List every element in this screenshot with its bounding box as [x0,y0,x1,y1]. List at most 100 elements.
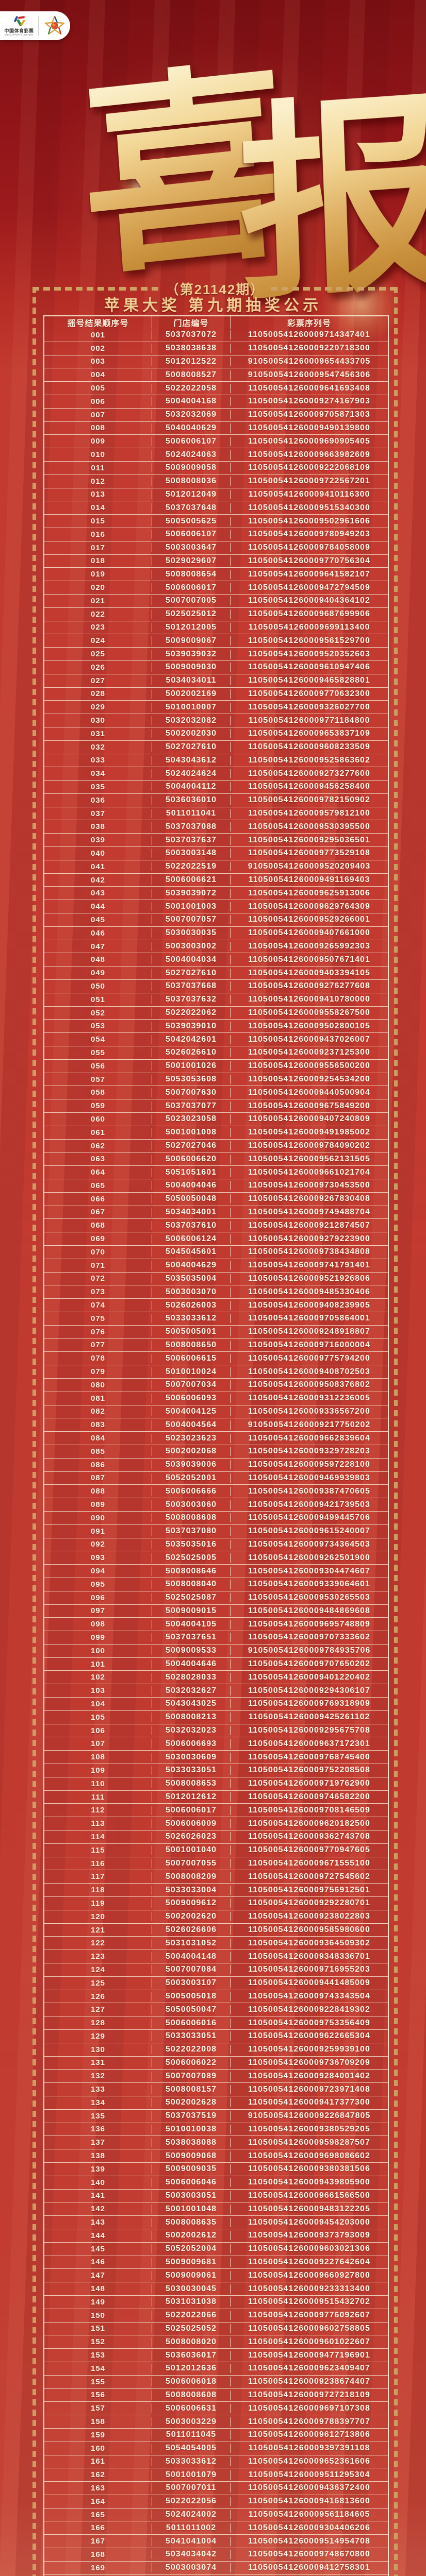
cell-store: 5038038638 [152,344,230,353]
cell-seq: 166 [90,2523,106,2533]
table-row: 107 5006006693 110500541260009637172301 [44,1737,388,1750]
cell-seq: 082 [90,1407,106,1416]
cell-serial: 110500541260009499445706 [230,1513,388,1523]
table-row: 101 5004004646 110500541260009707650202 [44,1657,388,1671]
cell-seq: 056 [90,1061,106,1071]
table-row: 119 5009009612 110500541260009292280701 [44,1896,388,1910]
cell-seq: 064 [90,1168,106,1177]
cell-seq: 080 [90,1380,106,1389]
cell-serial: 110500541260009610947406 [230,663,388,672]
issue-label: （第21142期） [165,282,265,297]
table-row: 022 5025025012 110500541260009687699906 [44,607,388,621]
cell-seq: 086 [90,1460,106,1469]
cell-serial: 110500541260009741791401 [230,1261,388,1270]
table-row: 169 5003003074 110500541260009412758301 [44,2561,388,2574]
cell-serial: 110500541260009699113400 [230,622,388,632]
cell-serial: 110500541260009417377300 [230,2098,388,2108]
cell-serial: 110500541260009511295304 [230,2470,388,2480]
cell-store: 5030030609 [152,1752,230,1762]
cell-serial: 110500541260009780949203 [230,530,388,539]
cell-serial: 110500541260009227642604 [230,2257,388,2267]
cell-seq: 165 [90,2510,106,2519]
cell-serial: 910500541260009217750202 [230,1420,388,1430]
cell-store: 5022022062 [152,1008,230,1018]
cell-seq: 075 [90,1314,106,1323]
sports-lottery-logo-icon [10,15,28,27]
cell-seq: 074 [90,1301,106,1310]
cell-serial: 110500541260009469939803 [230,1473,388,1483]
cell-store: 5031031052 [152,1938,230,1948]
table-row: 131 5006006022 110500541260009736709209 [44,2056,388,2070]
table-row: 160 5054054005 110500541260009397391108 [44,2441,388,2455]
cell-store: 5032032082 [152,716,230,725]
cell-seq: 054 [90,1035,106,1044]
table-row: 137 5038038088 110500541260009598287507 [44,2136,388,2149]
header-serial: 彩票序列号 [230,316,388,329]
cell-serial: 110500541260009228419302 [230,2005,388,2014]
cell-serial: 110500541260009336567200 [230,1406,388,1416]
cell-seq: 013 [90,490,106,499]
cell-seq: 122 [90,1939,106,1948]
cell-seq: 154 [90,2364,106,2373]
cell-serial: 110500541260009490139800 [230,423,388,433]
header-store: 门店编号 [152,316,230,329]
table-row: 122 5031031052 110500541260009364509302 [44,1936,388,1950]
cell-seq: 006 [90,397,106,406]
cell-store: 5008008654 [152,569,230,579]
table-row: 053 5039039010 110500541260009502800105 [44,1019,388,1032]
cell-store: 5008008209 [152,1872,230,1882]
cell-seq: 157 [90,2404,106,2413]
cell-serial: 110500541260009661021704 [230,1167,388,1177]
cell-store: 5003003229 [152,2417,230,2427]
cell-serial: 110500541260009387470605 [230,1486,388,1496]
cell-serial: 110500541260009641582107 [230,569,388,579]
table-row: 066 5050050048 110500541260009267830408 [44,1192,388,1206]
cell-seq: 115 [91,1845,105,1855]
cell-serial: 110500541260009675849200 [230,1101,388,1111]
cell-serial: 110500541260009312236005 [230,1394,388,1403]
cell-serial: 110500541260009238022803 [230,1912,388,1922]
cell-seq: 053 [90,1022,106,1031]
table-row: 109 5033033051 110500541260009752208508 [44,1764,388,1777]
cell-store: 5011011041 [152,809,230,819]
cell-serial: 110500541260009562131505 [230,1154,388,1164]
table-row: 067 5034034001 110500541260009749488704 [44,1205,388,1219]
cell-seq: 093 [90,1553,106,1563]
table-row: 088 5006006666 110500541260009387470605 [44,1484,388,1498]
cell-store: 5006006017 [152,1805,230,1815]
cell-serial: 110500541260009294306107 [230,1686,388,1696]
cell-store: 5009009030 [152,663,230,672]
cell-serial: 110500541260009295036501 [230,835,388,845]
cell-serial: 110500541260009771184800 [230,716,388,725]
cell-seq: 160 [90,2444,106,2453]
table-row: 008 5040040629 110500541260009490139800 [44,421,388,435]
table-row: 013 5012012049 110500541260009410116300 [44,487,388,501]
table-row: 108 5030030609 110500541260009768745400 [44,1750,388,1764]
table-row: 134 5002002628 110500541260009417377300 [44,2095,388,2109]
table-row: 025 5039039032 110500541260009520352603 [44,647,388,660]
cell-seq: 119 [91,1899,105,1908]
table-row: 105 5008008213 110500541260009425261102 [44,1710,388,1724]
cell-seq: 087 [90,1473,106,1483]
cell-seq: 162 [90,2470,106,2480]
cell-serial: 110500541260009671555100 [230,1859,388,1869]
cell-seq: 135 [90,2111,106,2121]
cell-store: 5050050047 [152,2005,230,2014]
table-row: 016 5006006107 110500541260009780949203 [44,527,388,541]
cell-serial: 110500541260009727545602 [230,1872,388,1882]
table-row: 098 5004004105 110500541260009695748809 [44,1617,388,1631]
cell-seq: 081 [90,1394,106,1403]
cell-seq: 015 [90,517,106,526]
cell-serial: 110500541260009373793009 [230,2231,388,2241]
cell-store: 5022022056 [152,2497,230,2506]
cell-serial: 110500541260009784090202 [230,1141,388,1150]
cell-seq: 066 [90,1194,106,1204]
table-row: 135 5037037519 910500541260009226847805 [44,2109,388,2123]
table-row: 002 5038038638 110500541260009220718300 [44,341,388,355]
cell-serial: 110500541260009267830408 [230,1194,388,1204]
cell-serial: 110500541260009612713806 [230,2430,388,2440]
cell-serial: 110500541260009410780000 [230,995,388,1005]
cell-seq: 069 [90,1234,106,1244]
cell-serial: 110500541260009416813600 [230,2497,388,2506]
cell-store: 5001001048 [152,2204,230,2214]
